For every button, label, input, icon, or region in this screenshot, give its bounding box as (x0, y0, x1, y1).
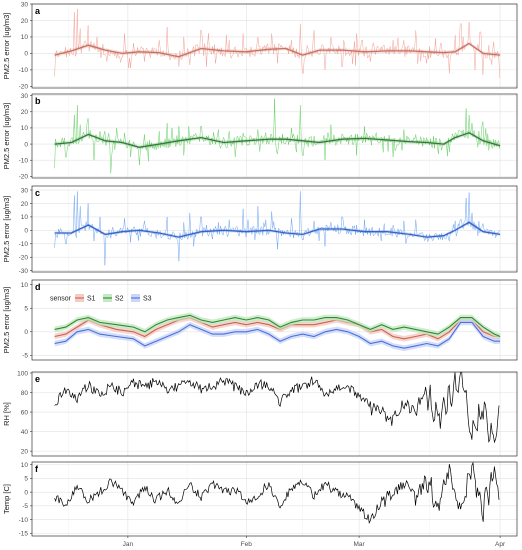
panel-d: -5 0 5 10 d PM2.5 error [ug/m3] sensor S1 S2 S3 (2, 279, 518, 361)
legend: sensor S1 S2 S3 (50, 294, 152, 303)
legend-title: sensor (50, 296, 72, 303)
y-tick-label: 30 (21, 1, 29, 8)
series-line-1 (54, 8, 501, 79)
panel-c: -30 -20 -10 0 10 20 30 c PM2.5 error [ug/m3] (2, 185, 518, 275)
y-tick-label: 0 (24, 51, 28, 58)
y-tick-label: 0 (24, 489, 28, 496)
smooth-line (54, 42, 501, 58)
y-tick-label: 5 (24, 476, 28, 483)
plot-background (32, 462, 517, 536)
y-tick-label: 40 (21, 429, 29, 436)
x-axis: Jan Feb Mar Apr (123, 536, 506, 548)
y-tick-label: 10 (21, 34, 29, 41)
series-S2 (54, 312, 501, 340)
mean-line (54, 321, 501, 349)
panel-letter: a (35, 6, 41, 16)
plot-background (32, 372, 517, 456)
y-tick-label: 80 (21, 390, 29, 397)
y-tick-label: 10 (21, 462, 29, 469)
y-tick-label: 20 (21, 448, 29, 455)
legend-label-S3: S3 (143, 296, 152, 303)
y-axis-label: Temp [C] (2, 484, 11, 514)
panel-frame (31, 93, 518, 179)
panel-letter: c (35, 188, 40, 198)
legend-label-S2: S2 (115, 296, 124, 303)
panel-letter: d (35, 282, 41, 292)
y-tick-label: 30 (21, 93, 29, 100)
y-tick-label: 10 (21, 125, 29, 132)
trace-line (54, 371, 500, 444)
smooth-line (54, 132, 501, 148)
y-tick-label: -30 (19, 268, 29, 275)
y-tick-label: -20 (19, 174, 29, 181)
panel-frame (31, 371, 518, 457)
y-tick-label: 0 (24, 141, 28, 148)
raw-trace (54, 8, 500, 79)
y-axis-label: PM2.5 error [ug/m3] (2, 103, 11, 170)
x-tick-label: Feb (241, 541, 253, 548)
y-tick-label: -5 (22, 353, 28, 360)
panel-e: 20 40 60 80 100 e RH [%] (2, 370, 518, 457)
y-tick-label: 10 (21, 214, 29, 221)
y-tick-label: 100 (17, 370, 28, 377)
smooth-band (54, 130, 501, 150)
plot-background (32, 280, 517, 360)
y-tick-label: 20 (21, 201, 29, 208)
y-tick-label: -10 (19, 517, 29, 524)
y-tick-label: 20 (21, 18, 29, 25)
mean-line (54, 314, 501, 338)
x-tick-label: Jan (123, 541, 134, 548)
y-tick-label: 0 (24, 228, 28, 235)
y-tick-label: 20 (21, 109, 29, 116)
panel-f: -15 -10 -5 0 5 10 f Temp [C] (2, 461, 518, 538)
panel-frame (31, 3, 518, 89)
panel-frame (31, 185, 518, 273)
series-line-1 (54, 371, 500, 444)
y-axis-label: PM2.5 error [ug/m3] (2, 287, 11, 354)
trace-line (54, 461, 500, 524)
y-tick-label: 60 (21, 409, 29, 416)
panel-frame (31, 461, 518, 537)
y-tick-label: -10 (19, 67, 29, 74)
x-tick-label: Apr (495, 541, 506, 548)
x-tick-label: Mar (353, 541, 365, 548)
y-tick-label: -20 (19, 84, 29, 91)
panel-letter: e (35, 374, 40, 384)
y-tick-label: -15 (19, 531, 29, 538)
smooth-line (54, 221, 501, 238)
series-line-1 (54, 98, 501, 174)
confidence-band (54, 319, 501, 352)
y-axis-label: RH [%] (2, 402, 11, 426)
y-tick-label: -10 (19, 241, 29, 248)
series-line-1 (54, 191, 501, 266)
y-tick-label: 30 (21, 187, 29, 194)
y-tick-label: 5 (24, 306, 28, 313)
y-tick-label: -5 (22, 503, 28, 510)
raw-trace (54, 98, 500, 174)
series-S3 (54, 319, 501, 352)
y-tick-label: 0 (24, 329, 28, 336)
panel-letter: f (35, 464, 39, 474)
series-line-1 (54, 461, 500, 524)
panel-frame (31, 279, 518, 361)
y-tick-label: -20 (19, 255, 29, 262)
panel-a: -20 -10 0 10 20 30 a PM2.5 error [ug/m3] (2, 1, 518, 91)
y-tick-label: -10 (19, 158, 29, 165)
y-axis-label: PM2.5 error [ug/m3] (2, 196, 11, 263)
panel-b: -20 -10 0 10 20 30 b PM2.5 error [ug/m3] (2, 93, 518, 181)
y-axis-label: PM2.5 error [ug/m3] (2, 13, 11, 80)
y-tick-label: 10 (21, 282, 29, 289)
panel-letter: b (35, 96, 41, 106)
legend-label-S1: S1 (87, 296, 96, 303)
